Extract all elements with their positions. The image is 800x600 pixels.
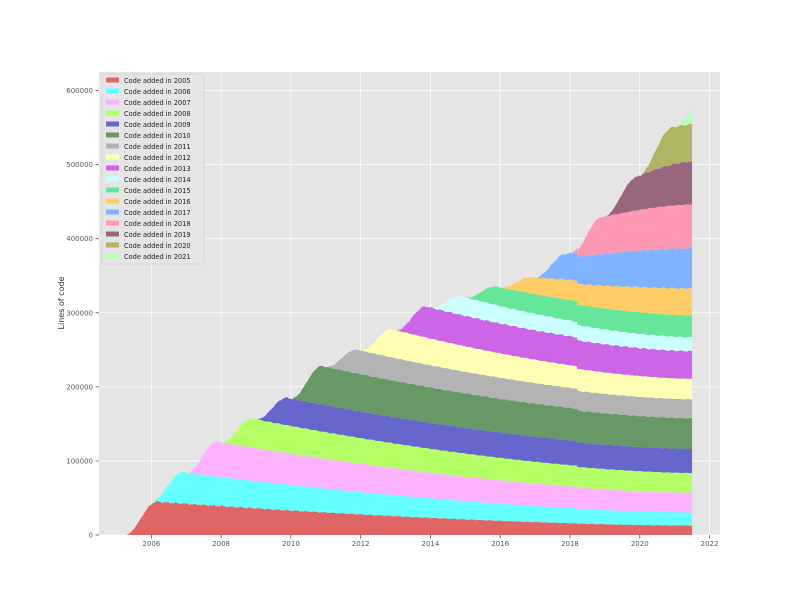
legend-label: Code added in 2007 (124, 99, 191, 107)
area-series-group (124, 109, 693, 535)
legend-label: Code added in 2012 (124, 154, 191, 162)
legend-label: Code added in 2020 (124, 242, 191, 250)
x-tick-label: 2022 (701, 540, 719, 548)
legend-label: Code added in 2016 (124, 198, 191, 206)
y-tick-label: 600000 (66, 87, 93, 95)
legend-label: Code added in 2013 (124, 165, 191, 173)
legend-label: Code added in 2018 (124, 220, 191, 228)
area-series-2009 (255, 397, 693, 474)
area-series-2010 (290, 365, 693, 450)
legend-label: Code added in 2021 (124, 253, 191, 261)
y-tick-label: 400000 (66, 235, 93, 243)
area-series-2019 (604, 160, 693, 217)
legend-label: Code added in 2011 (124, 143, 191, 151)
area-series-2005 (124, 500, 693, 535)
area-series-2015 (464, 286, 693, 338)
legend-label: Code added in 2005 (124, 77, 191, 85)
legend-swatch (106, 110, 119, 116)
y-axis-label: Lines of code (57, 276, 66, 329)
legend-swatch (106, 143, 119, 149)
legend-label: Code added in 2009 (124, 121, 191, 129)
area-series-2014 (429, 295, 693, 352)
legend-label: Code added in 2008 (124, 110, 191, 118)
y-tick-label: 500000 (66, 161, 93, 169)
area-series-2013 (394, 306, 693, 380)
legend-swatch (106, 132, 119, 138)
legend-swatch (106, 77, 119, 83)
area-series-2018 (569, 204, 693, 257)
y-tick-label: 200000 (66, 383, 93, 391)
area-series-2020 (639, 123, 693, 176)
legend-swatch (106, 209, 119, 215)
legend-swatch (106, 121, 119, 127)
legend-label: Code added in 2015 (124, 187, 191, 195)
area-series-2007 (185, 441, 693, 513)
legend-swatch (106, 154, 119, 160)
legend-swatch (106, 165, 119, 171)
y-tick-label: 0 (89, 532, 93, 540)
x-tick-label: 2016 (491, 540, 509, 548)
y-tick-label: 300000 (66, 309, 93, 317)
legend-label: Code added in 2010 (124, 132, 191, 140)
y-axis-ticks: 0 100000 200000 300000 400000 500000 600000 (66, 87, 99, 540)
x-tick-label: 2012 (352, 540, 370, 548)
legend-swatch (106, 187, 119, 193)
area-series-2011 (325, 349, 693, 419)
area-series-2017 (534, 247, 693, 289)
legend-swatch (106, 198, 119, 204)
legend-swatch (106, 99, 119, 105)
legend-swatch (106, 231, 119, 237)
area-series-2006 (150, 471, 693, 526)
y-tick-label: 100000 (66, 457, 93, 465)
x-tick-label: 2006 (142, 540, 160, 548)
legend-label: Code added in 2017 (124, 209, 191, 217)
legend-frame (101, 73, 205, 265)
legend-swatch (106, 242, 119, 248)
area-series-2016 (499, 276, 693, 316)
legend-label: Code added in 2006 (124, 88, 191, 96)
legend-swatch (106, 88, 119, 94)
x-tick-label: 2014 (422, 540, 440, 548)
legend-swatch (106, 176, 119, 182)
legend-label: Code added in 2019 (124, 231, 191, 239)
legend-label: Code added in 2014 (124, 176, 191, 184)
x-tick-label: 2008 (212, 540, 230, 548)
x-axis-ticks: 2006 2008 2010 2012 2014 2016 2018 2020 2022 (142, 535, 718, 548)
legend: Code added in 2005 Code added in 2006 Code… (101, 73, 205, 265)
area-series-2008 (220, 418, 693, 493)
area-series-2021 (673, 109, 693, 128)
legend-swatch (106, 253, 119, 259)
x-tick-label: 2010 (282, 540, 300, 548)
x-tick-label: 2020 (631, 540, 649, 548)
legend-swatch (106, 220, 119, 226)
area-series-2012 (359, 329, 693, 400)
x-tick-label: 2018 (561, 540, 579, 548)
